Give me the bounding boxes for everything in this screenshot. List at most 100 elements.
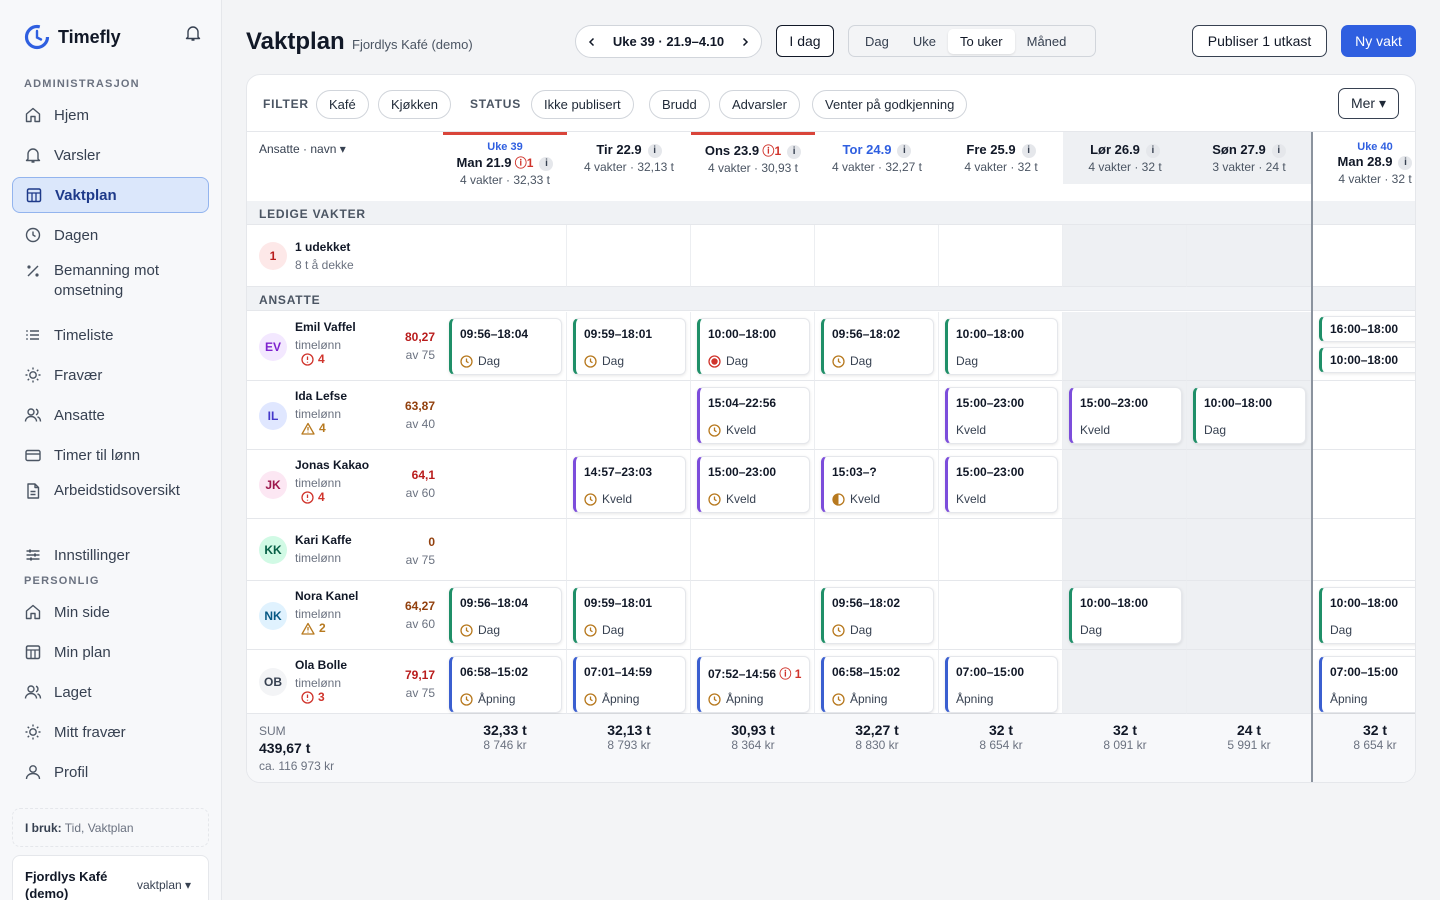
shift-card[interactable]: 07:52–14:56 ⓘ 1 Åpning	[697, 656, 810, 713]
sidebar-item-innstillinger[interactable]: Innstillinger	[12, 537, 209, 573]
shift-card[interactable]: 09:56–18:04 Dag	[449, 587, 562, 644]
employee-warnings[interactable]: 3	[301, 690, 325, 704]
shift-card[interactable]: 16:00–18:00	[1319, 316, 1415, 342]
schedule-cell[interactable]	[443, 519, 567, 581]
sidebar-item-timeliste[interactable]: Timeliste	[12, 317, 209, 353]
schedule-cell[interactable]	[815, 519, 939, 581]
shift-card[interactable]: 15:00–23:00 Kveld	[945, 387, 1058, 444]
info-icon[interactable]: i	[1021, 144, 1036, 158]
filter-chip-kjokken[interactable]: Kjøkken	[378, 90, 451, 119]
shift-card[interactable]: 14:57–23:03 Kveld	[573, 456, 686, 513]
open-shift-cell[interactable]	[1187, 225, 1311, 287]
more-button[interactable]: Mer ▾	[1338, 88, 1399, 119]
open-shift-cell[interactable]	[1063, 225, 1187, 287]
brand[interactable]: Timefly	[24, 24, 121, 50]
view-tab-uke[interactable]: Uke	[912, 33, 936, 49]
shift-card[interactable]: 15:00–23:00 Kveld	[1069, 387, 1182, 444]
employee-warnings[interactable]: 4	[301, 421, 326, 435]
day-header[interactable]: Søn 27.9 i 3 vakter · 24 t	[1187, 142, 1311, 174]
day-header[interactable]: Tor 24.9 i 4 vakter · 32,27 t	[815, 142, 939, 174]
schedule-cell[interactable]	[1313, 312, 1415, 381]
schedule-cell[interactable]	[567, 312, 691, 381]
schedule-cell[interactable]	[691, 450, 815, 519]
shift-card[interactable]: 09:56–18:04 Dag	[449, 318, 562, 375]
status-chip-warnings[interactable]: Advarsler	[719, 90, 800, 119]
shift-card[interactable]: 15:04–22:56 Kveld	[697, 387, 810, 444]
schedule-cell[interactable]	[567, 519, 691, 581]
employee-row[interactable]: EV Emil Vaffel timelønn 4 80,27 av 75	[247, 312, 443, 381]
publish-drafts-button[interactable]: Publiser 1 utkast	[1192, 25, 1327, 57]
schedule-cell[interactable]	[1187, 450, 1311, 519]
info-icon[interactable]: i	[897, 144, 912, 158]
info-icon[interactable]: i	[1271, 144, 1286, 158]
open-shift-cell[interactable]	[1313, 225, 1415, 287]
day-header[interactable]: Fre 25.9 i 4 vakter · 32 t	[939, 142, 1063, 174]
employee-row[interactable]: OB Ola Bolle timelønn 3 79,17 av 75	[247, 650, 443, 714]
schedule-cell[interactable]	[815, 581, 939, 650]
sidebar-item-vaktplan[interactable]: Vaktplan	[12, 177, 209, 213]
sidebar-item-dagen[interactable]: Dagen	[12, 217, 209, 253]
sidebar-item-bemanning-mot-omsetning[interactable]: Bemanning mot omsetning	[12, 257, 209, 301]
schedule-cell[interactable]	[443, 381, 567, 450]
schedule-cell[interactable]	[691, 650, 815, 714]
shift-card[interactable]: 15:00–23:00 Kveld	[697, 456, 810, 513]
sidebar-item-arbeidstidsoversikt[interactable]: Arbeidstidsoversikt	[12, 477, 209, 521]
schedule-cell[interactable]	[1313, 650, 1415, 714]
schedule-cell[interactable]	[691, 381, 815, 450]
shift-card[interactable]: 10:00–18:00 Dag	[697, 318, 810, 375]
employee-row[interactable]: JK Jonas Kakao timelønn 4 64,1 av 60	[247, 450, 443, 519]
employee-row[interactable]: IL Ida Lefse timelønn 4 63,87 av 40	[247, 381, 443, 450]
info-icon[interactable]: i	[539, 157, 554, 171]
shift-card[interactable]: 10:00–18:00 Dag	[1069, 587, 1182, 644]
shift-card[interactable]: 15:00–23:00 Kveld	[945, 456, 1058, 513]
sort-by-name[interactable]: Ansatte · navn ▾	[259, 142, 346, 156]
shift-card[interactable]: 09:56–18:02 Dag	[821, 318, 934, 375]
view-tab-dag[interactable]: Dag	[865, 33, 889, 49]
schedule-cell[interactable]	[443, 450, 567, 519]
open-shift-cell[interactable]	[567, 225, 691, 287]
shift-card[interactable]: 07:00–15:00 Åpning	[945, 656, 1058, 713]
open-shift-cell[interactable]	[815, 225, 939, 287]
schedule-cell[interactable]	[939, 312, 1063, 381]
schedule-cell[interactable]	[1063, 450, 1187, 519]
schedule-cell[interactable]	[939, 450, 1063, 519]
status-chip-pending-approval[interactable]: Venter på godkjenning	[812, 90, 968, 119]
info-icon[interactable]: i	[787, 145, 802, 159]
schedule-cell[interactable]	[1313, 581, 1415, 650]
employee-row[interactable]: KK Kari Kaffe timelønn 0 av 75	[247, 519, 443, 581]
schedule-cell[interactable]	[939, 650, 1063, 714]
employee-warnings[interactable]: 4	[301, 490, 325, 504]
employee-warnings[interactable]: 2	[301, 621, 326, 635]
chevron-right-icon[interactable]	[739, 36, 751, 48]
schedule-cell[interactable]	[1063, 519, 1187, 581]
shift-card[interactable]: 06:58–15:02 Åpning	[449, 656, 562, 713]
sidebar-item-timer-til-lønn[interactable]: Timer til lønn	[12, 437, 209, 473]
employee-warnings[interactable]: 4	[301, 352, 325, 366]
shift-card[interactable]: 07:01–14:59 Åpning	[573, 656, 686, 713]
shift-card[interactable]: 09:59–18:01 Dag	[573, 318, 686, 375]
shift-card[interactable]: 10:00–18:00	[1319, 347, 1415, 373]
shift-card[interactable]: 10:00–18:00 Dag	[945, 318, 1058, 375]
open-shift-cell[interactable]	[691, 225, 815, 287]
shift-card[interactable]: 09:59–18:01 Dag	[573, 587, 686, 644]
schedule-cell[interactable]	[443, 581, 567, 650]
schedule-cell[interactable]	[1187, 581, 1311, 650]
schedule-cell[interactable]	[443, 312, 567, 381]
schedule-cell[interactable]	[939, 581, 1063, 650]
day-header[interactable]: Lør 26.9 i 4 vakter · 32 t	[1063, 142, 1187, 174]
schedule-cell[interactable]	[443, 650, 567, 714]
info-icon[interactable]: i	[647, 144, 662, 158]
sidebar-item-mitt-fravær[interactable]: Mitt fravær	[12, 714, 209, 750]
sidebar-item-hjem[interactable]: Hjem	[12, 97, 209, 133]
schedule-cell[interactable]	[939, 519, 1063, 581]
shift-card[interactable]: 10:00–18:00 Dag	[1193, 387, 1306, 444]
today-button[interactable]: I dag	[776, 25, 834, 57]
schedule-cell[interactable]	[939, 381, 1063, 450]
view-tab-måned[interactable]: Måned	[1026, 33, 1067, 49]
schedule-cell[interactable]	[1313, 381, 1415, 450]
info-icon[interactable]: i	[1398, 156, 1413, 170]
schedule-cell[interactable]	[815, 650, 939, 714]
schedule-cell[interactable]	[815, 381, 939, 450]
shift-card[interactable]: 06:58–15:02 Åpning	[821, 656, 934, 713]
sidebar-item-profil[interactable]: Profil	[12, 754, 209, 790]
